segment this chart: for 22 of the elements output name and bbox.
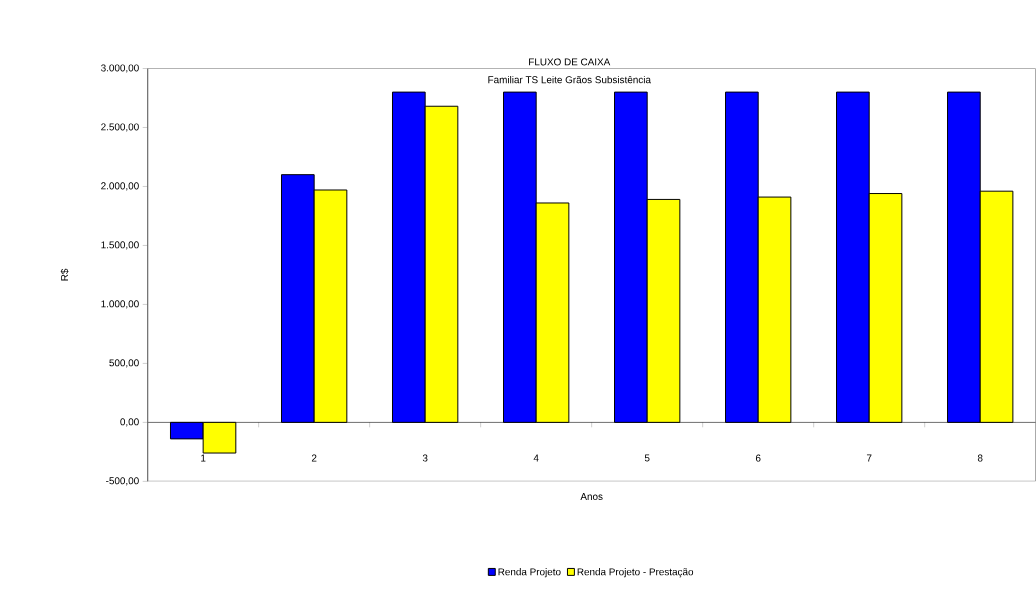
x-axis-title: Anos [580,493,603,500]
y-tick-label: 500,00 [109,359,139,368]
x-tick-label: 8 [977,454,983,462]
y-tick-label: 0,00 [120,418,139,427]
y-tick-label: 1.500,00 [101,241,139,250]
y-tick-label: 1.000,00 [101,300,139,309]
text: Familiar TS Leite Grãos Subsistência [488,75,651,84]
x-tick-label: 4 [533,454,539,462]
legend-label: Renda Projeto [498,568,561,578]
y-tick-label: 2.000,00 [101,182,139,191]
x-tick-label: 5 [644,454,650,462]
y-tick-label: -500,00 [106,477,139,486]
x-tick-label: 2 [311,454,317,462]
y-tick-label: 3.000,00 [101,64,139,73]
x-tick-label: 3 [422,454,428,462]
x-tick-label: 7 [866,454,872,462]
legend-label: Renda Projeto - Prestação [577,568,694,578]
x-tick-label: 1 [201,454,206,462]
x-tick-label: 6 [755,454,761,462]
y-axis-title: R$ [60,268,69,281]
y-tick-label: 2.500,00 [101,123,139,132]
chart-title: FLUXO DE CAIXA [529,58,611,66]
